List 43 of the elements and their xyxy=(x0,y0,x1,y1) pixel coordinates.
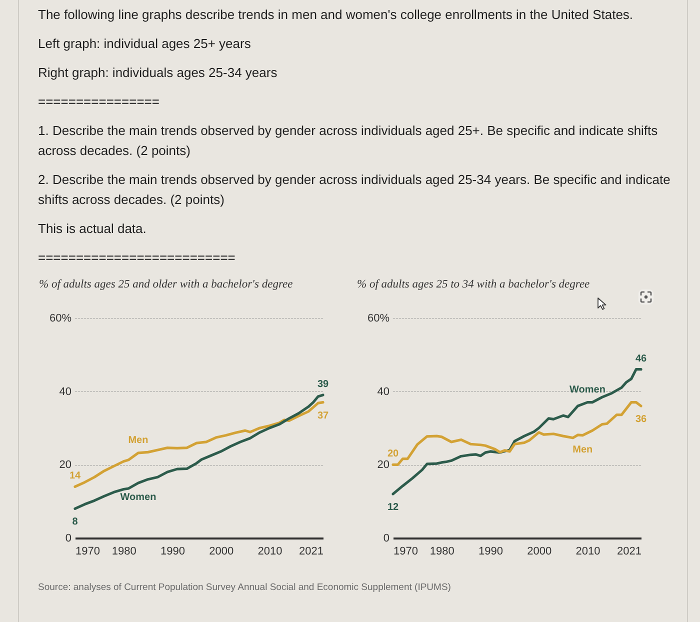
x-tick-label: 1980 xyxy=(430,546,454,558)
series-label: Women xyxy=(120,492,156,503)
y-tick-label: 0 xyxy=(383,532,390,544)
x-tick-label: 1980 xyxy=(112,546,136,558)
data-label: 37 xyxy=(317,410,329,422)
y-tick-label: 60% xyxy=(367,312,390,324)
x-tick-label: 2010 xyxy=(576,546,600,558)
x-tick-label: 2021 xyxy=(617,546,642,558)
source-note: Source: analyses of Current Population Survey Annual Social and Economic Supplement (IPUMS) xyxy=(38,581,452,595)
x-tick-label: 1970 xyxy=(76,546,100,558)
series-label: Men xyxy=(128,434,148,446)
data-label: 20 xyxy=(387,448,399,460)
x-tick-label: 1990 xyxy=(160,546,185,558)
text: ========================== xyxy=(38,249,236,267)
data-label: 46 xyxy=(635,353,647,364)
x-tick-label: 1970 xyxy=(394,546,418,558)
x-tick-label: 2021 xyxy=(299,546,324,558)
text: 1. Describe the main trends observed by gender across individuals aged 25+. Be specific and indicate shifts across decades. (2 points) xyxy=(38,122,659,160)
y-tick-label: 60% xyxy=(49,312,72,324)
series-label: Men xyxy=(572,444,593,456)
y-tick-label: 0 xyxy=(65,532,72,544)
text: The following line graphs describe trends in men and women's college enrollments in the United States. xyxy=(38,6,634,24)
y-tick-label: 40 xyxy=(377,386,390,398)
y-tick-label: 20 xyxy=(59,459,72,472)
x-tick-label: 2000 xyxy=(209,546,234,558)
chart-title: % of adults ages 25 and older with a bachelor's degree xyxy=(39,278,293,290)
data-label: 36 xyxy=(635,414,647,425)
data-label: 8 xyxy=(72,516,78,528)
data-label: 14 xyxy=(69,470,81,482)
x-tick-label: 2000 xyxy=(527,546,552,558)
text: Right graph: individuals ages 25-34 years xyxy=(38,64,278,82)
data-label: 39 xyxy=(317,379,329,390)
series-label: Women xyxy=(570,384,606,396)
text: 2. Describe the main trends observed by gender across individuals aged 25-34 years. Be specific and indicate shifts across decades. (2 points) xyxy=(38,171,672,209)
x-tick-label: 1990 xyxy=(478,546,503,558)
x-tick-label: 2010 xyxy=(258,546,282,558)
y-tick-label: 40 xyxy=(59,386,72,398)
text: ================ xyxy=(38,93,160,111)
data-label: 12 xyxy=(387,502,399,513)
y-tick-label: 20 xyxy=(377,459,390,472)
text: This is actual data. xyxy=(38,220,148,238)
chart-title: % of adults ages 25 to 34 with a bachelor's degree xyxy=(357,278,590,290)
text: Left graph: individual ages 25+ years xyxy=(38,35,252,53)
